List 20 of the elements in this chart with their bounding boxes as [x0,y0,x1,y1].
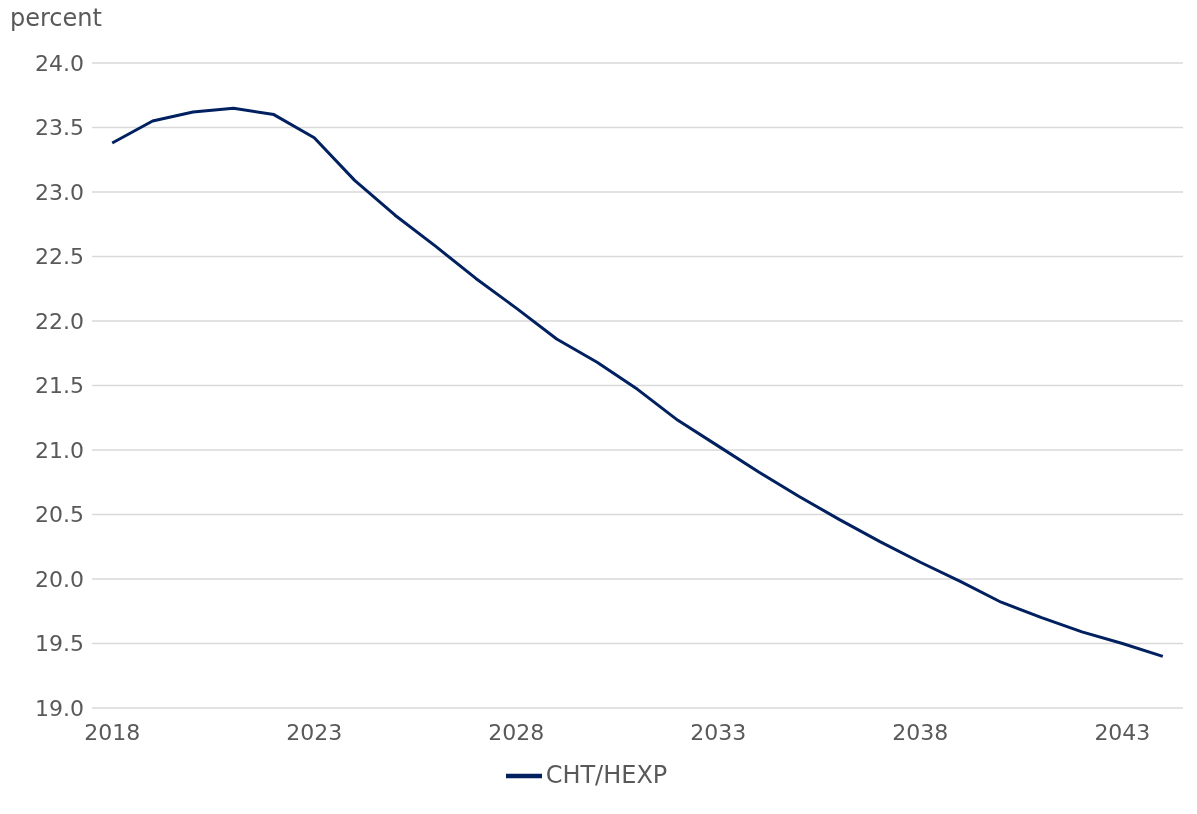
y-tick-label: 20.5 [35,502,84,528]
y-axis-title: percent [10,4,102,32]
x-tick-label: 2018 [84,719,141,745]
x-tick-label: 2043 [1094,719,1151,745]
y-tick-label: 24.0 [35,50,84,76]
y-tick-label: 19.0 [35,695,84,721]
y-tick-label: 23.5 [35,115,84,141]
x-tick-label: 2023 [286,719,343,745]
y-tick-label: 21.5 [35,373,84,399]
y-tick-label: 23.0 [35,179,84,205]
x-tick-label: 2028 [488,719,545,745]
y-tick-label: 19.5 [35,631,84,657]
y-tick-label: 20.0 [35,566,84,592]
y-tick-label: 22.5 [35,244,84,270]
x-tick-label: 2038 [892,719,949,745]
y-tick-label: 22.0 [35,308,84,334]
y-tick-label: 21.0 [35,437,84,463]
legend-label: CHT/HEXP [545,761,668,789]
line-series [110,106,1165,658]
x-tick-label: 2033 [690,719,747,745]
